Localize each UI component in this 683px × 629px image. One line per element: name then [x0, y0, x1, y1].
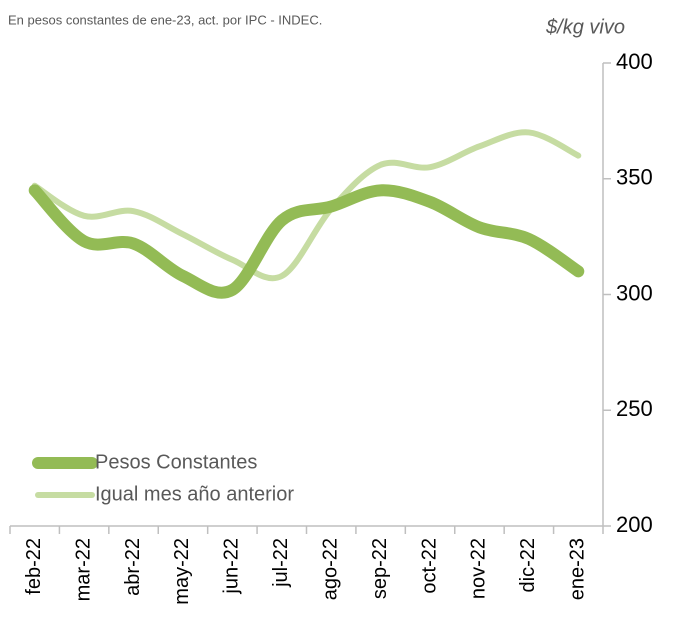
x-tick-label: feb-22	[23, 538, 45, 595]
x-tick-label: nov-22	[468, 538, 490, 599]
y-tick-label: 200	[616, 512, 653, 537]
series-line	[28, 184, 585, 299]
x-tick-label: sep-22	[369, 538, 391, 599]
x-tick-label: oct-22	[418, 538, 440, 594]
y-tick-label: 400	[616, 49, 653, 74]
x-tick-label: ene-23	[567, 538, 589, 600]
x-tick-label: abr-22	[122, 538, 144, 596]
x-tick-label: dic-22	[517, 538, 539, 592]
chart-subtitle: En pesos constantes de ene-23, act. por …	[8, 12, 322, 27]
series-line	[31, 129, 582, 282]
legend-label: Pesos Constantes	[95, 451, 257, 473]
legend-label: Igual mes año anterior	[95, 483, 294, 505]
y-tick-label: 350	[616, 165, 653, 190]
x-tick-label: ago-22	[319, 538, 341, 600]
x-tick-label: mar-22	[72, 538, 94, 601]
y-axis-label: $/kg vivo	[545, 16, 625, 38]
x-tick-label: jun-22	[221, 538, 243, 595]
y-tick-label: 300	[616, 280, 653, 305]
y-tick-label: 250	[616, 396, 653, 421]
x-tick-label: jul-22	[270, 538, 292, 588]
x-tick-label: may-22	[171, 538, 193, 605]
